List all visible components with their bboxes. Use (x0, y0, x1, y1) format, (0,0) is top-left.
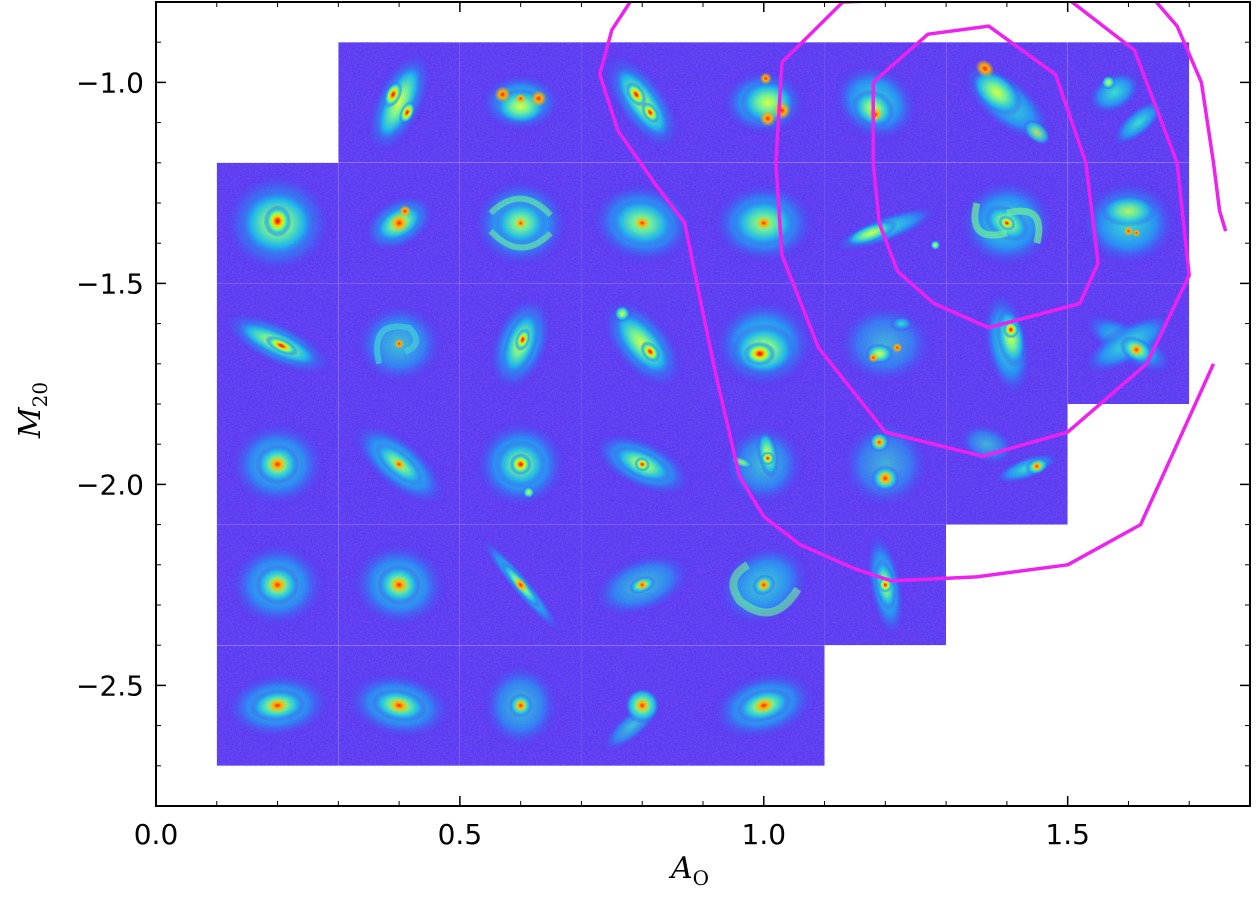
galaxy-cutout (459, 42, 582, 163)
galaxy-cutout (338, 283, 460, 404)
galaxy-cutout (581, 524, 703, 646)
galaxy-cutout (338, 162, 460, 284)
galaxy-cutout (338, 645, 460, 766)
galaxy-cutout (703, 162, 825, 284)
galaxy-cutout (216, 524, 339, 646)
y-tick-label: −2.0 (76, 468, 144, 501)
x-axis: 0.0 0.5 1.0 1.5 (134, 2, 1190, 851)
galaxy-cutout (824, 404, 947, 525)
galaxy-cutout (703, 283, 825, 404)
density-contours (597, 2, 1228, 583)
galaxy-cutout (946, 162, 1068, 284)
galaxy-cutout (459, 162, 582, 284)
x-tick-label: 1.0 (742, 818, 787, 851)
contour-line (774, 2, 1191, 459)
galaxy-cutout (824, 162, 947, 284)
galaxy-cutout (946, 404, 1068, 525)
galaxy-cutout (216, 404, 339, 525)
galaxy-cutout (338, 524, 460, 646)
x-axis-label: AO (668, 851, 709, 890)
y-tick-label: −1.5 (76, 267, 144, 300)
galaxy-cutout (338, 42, 460, 163)
galaxy-cutout (824, 283, 947, 404)
galaxy-cutout (216, 645, 339, 766)
galaxy-cutout (703, 404, 825, 525)
y-axis: −1.0 −1.5 −2.0 −2.5 (76, 41, 1250, 767)
galaxy-cutout (703, 645, 825, 766)
galaxy-cutout (946, 283, 1068, 404)
galaxy-cutout (1067, 283, 1190, 404)
galaxy-cutout (581, 162, 703, 284)
galaxy-cutout (703, 42, 825, 163)
galaxy-cutout (459, 283, 582, 404)
galaxy-cutout (459, 404, 582, 525)
galaxy-cutout (459, 524, 582, 646)
x-tick-label: 1.5 (1045, 818, 1090, 851)
galaxy-cutout (824, 42, 947, 163)
galaxy-cutout (946, 42, 1068, 163)
galaxy-cutout (581, 645, 703, 766)
y-tick-label: −1.0 (76, 66, 144, 99)
galaxy-cutout (1067, 162, 1190, 284)
galaxy-cutout (338, 404, 460, 525)
contour-line (871, 24, 1100, 330)
galaxy-cutout (581, 283, 703, 404)
x-tick-label: 0.5 (438, 818, 483, 851)
cutout-mosaic (216, 42, 1190, 766)
galaxy-cutout (581, 404, 703, 525)
y-tick-label: −2.5 (76, 669, 144, 702)
y-axis-label: M20 (13, 382, 52, 439)
x-tick-label: 0.0 (134, 818, 179, 851)
contour-line (597, 2, 1216, 583)
galaxy-cutout (581, 42, 703, 163)
galaxy-cutout (216, 162, 339, 284)
galaxy-cutout (703, 524, 825, 646)
contour-line (1153, 2, 1228, 232)
galaxy-cutout (216, 283, 339, 404)
galaxy-cutout (459, 645, 582, 766)
galaxy-cutout (824, 524, 947, 646)
